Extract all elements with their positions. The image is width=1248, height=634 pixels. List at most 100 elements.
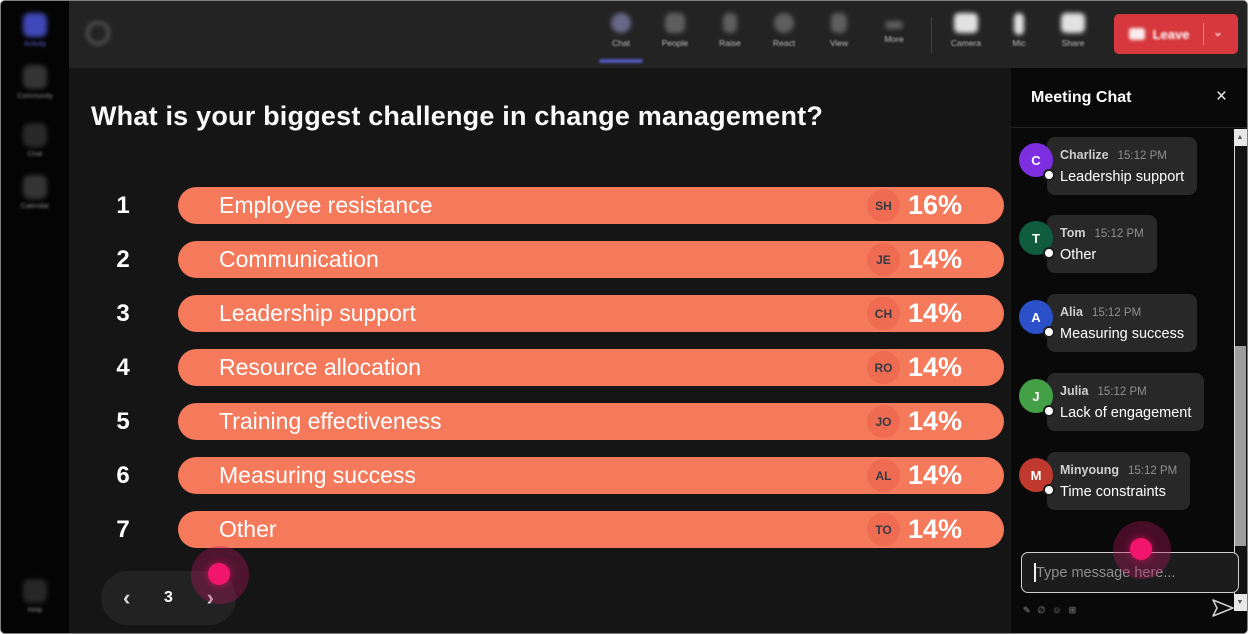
avatar: C [1019, 143, 1053, 177]
send-icon [1212, 599, 1234, 617]
presentation-stage: What is your biggest challenge in change… [69, 68, 1011, 633]
camera-icon [954, 13, 978, 33]
chat-message: C Charlize 15:12 PM Leadership support [1011, 137, 1247, 195]
option-percentage: 14% [907, 460, 962, 490]
format-icon[interactable]: ✎ [1023, 605, 1031, 615]
meeting-toolbar: Chat People Raise React View More Camera [69, 1, 1247, 68]
mic-button[interactable]: Mic [990, 13, 1048, 48]
scroll-down-icon[interactable]: ▼ [1233, 594, 1247, 611]
option-label: Leadership support [219, 300, 416, 326]
status-dot [1043, 405, 1055, 417]
chat-panel-title: Meeting Chat [1031, 89, 1132, 106]
option-percentage: 14% [907, 244, 962, 274]
status-dot [1043, 326, 1055, 338]
sidebar-item-help[interactable]: Help [1, 579, 69, 614]
scroll-up-icon[interactable]: ▲ [1233, 129, 1247, 146]
sidebar-item-chat[interactable]: Chat [1, 123, 69, 158]
option-percentage: 14% [907, 298, 962, 328]
toolbar-tab-chat[interactable]: Chat [594, 13, 648, 48]
slide-navigation: ‹ 3 › [101, 571, 236, 625]
timer-icon [86, 21, 110, 45]
poll-option-row: 3 Leadership support CH 14% [69, 295, 1011, 332]
tab-label: Chat [612, 38, 630, 48]
message-time: 15:12 PM [1091, 307, 1142, 319]
voter-badge: RO [866, 351, 900, 384]
option-label: Resource allocation [219, 354, 422, 380]
chat-input[interactable] [1022, 553, 1238, 592]
device-label: Mic [1012, 38, 1026, 48]
more-ellipsis-icon [885, 21, 903, 29]
react-emoji-icon [774, 13, 794, 33]
option-percentage: 14% [907, 406, 962, 436]
tab-label: React [772, 38, 796, 48]
avatar: A [1019, 300, 1053, 334]
rank-number: 4 [116, 354, 130, 381]
sidebar-item-activity[interactable]: Activity [1, 13, 69, 48]
device-label: Share [1061, 38, 1085, 48]
scrollbar-thumb[interactable] [1235, 346, 1246, 546]
camera-button[interactable]: Camera [937, 13, 995, 48]
voter-badge: JE [866, 243, 900, 276]
people-icon [665, 13, 685, 33]
mic-icon [1014, 13, 1024, 35]
device-label: Camera [950, 38, 982, 48]
message-time: 15:12 PM [1128, 465, 1178, 477]
message-text: Lack of engagement [1060, 405, 1192, 421]
community-icon [23, 65, 47, 89]
sender-name: Tom [1060, 226, 1086, 240]
chat-rail-icon [23, 123, 47, 147]
send-button[interactable] [1211, 598, 1235, 623]
avatar-initial: T [1032, 230, 1040, 246]
leave-button[interactable]: Leave ⌄ [1114, 14, 1238, 54]
result-bar: Leadership support CH 14% [178, 295, 1004, 332]
voter-badge: AL [866, 459, 900, 492]
chat-message: J Julia 15:12 PM Lack of engagement [1011, 373, 1247, 431]
chat-scrollbar[interactable]: ▲ ▼ [1233, 129, 1247, 611]
next-slide-icon[interactable]: › [206, 585, 214, 610]
option-label: Training effectiveness [219, 408, 442, 434]
sidebar-item-calendar[interactable]: Calendar [1, 175, 69, 210]
toolbar-tab-raise[interactable]: Raise [703, 13, 757, 48]
poll-option-row: 2 Communication JE 14% [69, 241, 1011, 278]
toolbar-divider [931, 17, 932, 53]
emoji-icon[interactable]: ☺ [1052, 605, 1062, 615]
activity-icon [23, 13, 47, 37]
message-time: 15:12 PM [1117, 150, 1167, 162]
close-icon[interactable]: × [1215, 86, 1227, 107]
share-button[interactable]: Share [1044, 13, 1102, 48]
chat-header: Meeting Chat × [1011, 68, 1247, 128]
poll-question: What is your biggest challenge in change… [91, 101, 824, 131]
toolbar-tab-more[interactable]: More [867, 13, 921, 44]
sidebar-item-community[interactable]: Community [1, 65, 69, 100]
toolbar-tab-people[interactable]: People [648, 13, 702, 48]
status-dot [1043, 484, 1055, 496]
message-bubble: Alia 15:12 PM Measuring success [1047, 294, 1198, 352]
rank-number: 6 [116, 462, 130, 489]
option-label: Other [219, 516, 277, 542]
status-dot [1043, 169, 1055, 181]
sidebar-item-label: Community [17, 93, 53, 100]
result-bar: Measuring success AL 14% [178, 457, 1004, 494]
sender-name: Julia [1060, 384, 1089, 398]
leave-divider [1203, 23, 1205, 45]
result-bar: Resource allocation RO 14% [178, 349, 1004, 386]
result-bar: Communication JE 14% [178, 241, 1004, 278]
sender-name: Charlize [1060, 148, 1109, 162]
attach-icon[interactable]: ∅ [1037, 605, 1046, 615]
toolbar-tab-react[interactable]: React [757, 13, 811, 48]
voter-badge: SH [866, 189, 900, 222]
result-bar: Other TO 14% [178, 511, 1004, 548]
toolbar-tab-view[interactable]: View [812, 13, 866, 48]
sender-name: Minyoung [1060, 463, 1120, 477]
option-label: Communication [219, 246, 379, 272]
avatar-initial: J [1032, 388, 1040, 404]
option-percentage: 14% [907, 352, 962, 382]
status-dot [1043, 247, 1055, 259]
previous-slide-icon[interactable]: ‹ [123, 585, 131, 610]
chevron-down-icon[interactable]: ⌄ [1212, 24, 1224, 39]
message-text: Time constraints [1060, 484, 1166, 500]
composer-toolbar: ✎ ∅ ☺ ⊞ [1023, 605, 1076, 616]
avatar-initial: M [1030, 467, 1042, 483]
gif-icon[interactable]: ⊞ [1068, 605, 1077, 615]
message-bubble: Minyoung 15:12 PM Time constraints [1047, 452, 1191, 510]
